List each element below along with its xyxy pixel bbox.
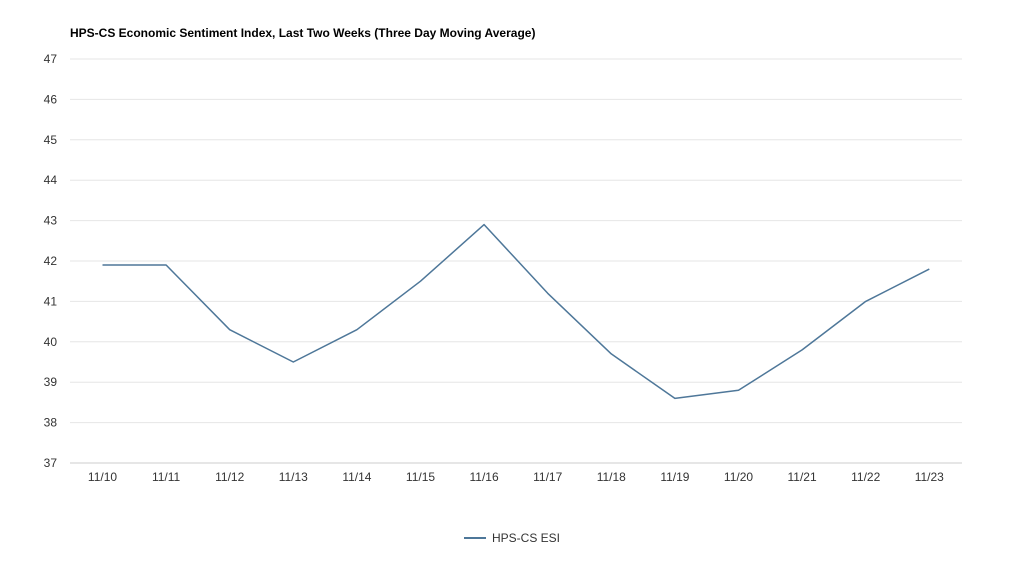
- series-line[interactable]: [102, 223, 930, 400]
- x-tick-label: 11/18: [597, 470, 626, 484]
- series-layer: [102, 223, 930, 400]
- y-tick-label: 43: [44, 214, 58, 228]
- x-tick-label: 11/19: [660, 470, 689, 484]
- y-tick-label: 40: [44, 335, 58, 349]
- y-tick-label: 41: [44, 294, 58, 308]
- x-tick-label: 11/22: [851, 470, 880, 484]
- legend-item[interactable]: HPS-CS ESI: [463, 531, 560, 545]
- y-tick-label: 44: [44, 173, 58, 187]
- legend: HPS-CS ESI: [0, 528, 1024, 545]
- chart-title: HPS-CS Economic Sentiment Index, Last Tw…: [70, 26, 536, 40]
- x-tick-label: 11/14: [342, 470, 371, 484]
- x-tick-label: 11/11: [152, 470, 181, 484]
- x-tick-label: 11/17: [533, 470, 562, 484]
- y-tick-label: 37: [44, 456, 58, 470]
- x-tick-label: 11/20: [724, 470, 753, 484]
- x-axis: 11/10 11/11 11/12 11/13 11/14 11/15 11/16 11/17…: [88, 470, 944, 484]
- legend-label: HPS-CS ESI: [491, 531, 560, 545]
- y-tick-label: 42: [44, 254, 58, 268]
- x-tick-label: 11/21: [788, 470, 817, 484]
- gridlines: [70, 58, 962, 464]
- legend-line-icon: [463, 537, 486, 539]
- y-tick-label: 39: [44, 375, 58, 389]
- x-tick-label: 11/13: [279, 470, 308, 484]
- x-tick-label: 11/10: [88, 470, 117, 484]
- x-tick-label: 11/15: [406, 470, 435, 484]
- x-tick-label: 11/23: [915, 470, 944, 484]
- y-tick-label: 47: [44, 52, 58, 66]
- y-axis: 37 38 39 40 41 42 43 44 45 46 47: [44, 52, 58, 470]
- x-tick-label: 11/16: [470, 470, 499, 484]
- y-tick-label: 38: [44, 416, 58, 430]
- y-tick-label: 46: [44, 92, 58, 106]
- y-tick-label: 45: [44, 133, 58, 147]
- x-tick-label: 11/12: [215, 470, 244, 484]
